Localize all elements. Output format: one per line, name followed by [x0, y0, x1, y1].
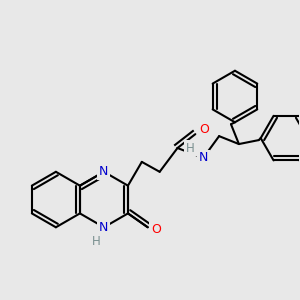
Text: H: H	[92, 235, 100, 248]
Text: N: N	[99, 165, 109, 178]
Text: O: O	[199, 123, 209, 136]
Text: N: N	[99, 221, 109, 234]
Text: O: O	[151, 223, 160, 236]
Text: H: H	[186, 142, 195, 154]
Text: N: N	[199, 152, 208, 164]
